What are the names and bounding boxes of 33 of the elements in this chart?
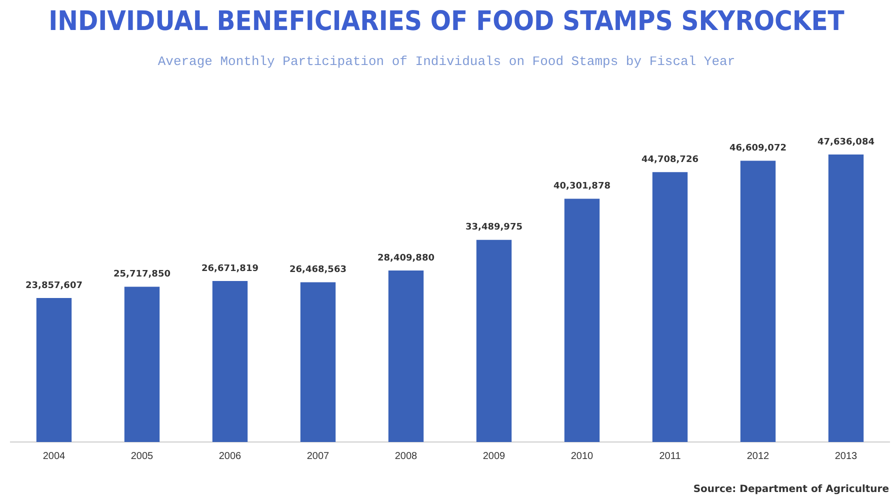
bar [828,154,864,442]
bar [124,286,160,442]
data-label: 46,609,072 [730,144,786,154]
chart-subtitle: Average Monthly Participation of Individuals on Food Stamps by Fiscal Year [156,54,736,69]
bar [740,160,776,442]
x-tick-label: 2005 [130,450,154,462]
data-label: 23,857,607 [26,280,82,291]
x-tick-label: 2010 [570,450,594,462]
data-label: 33,489,975 [466,222,522,233]
bar [476,240,512,442]
bar [652,172,688,442]
bar [388,270,424,442]
x-tick-label: 2013 [834,450,858,462]
data-label: 26,468,563 [290,265,346,276]
data-label: 44,708,726 [642,155,698,166]
x-tick-label: 2008 [394,450,418,462]
bar [564,198,600,442]
data-label: 26,671,819 [202,264,258,274]
bar [300,282,336,442]
bar [212,281,248,442]
data-label: 25,717,850 [114,270,170,280]
bar [36,298,72,442]
chart-title: INDIVIDUAL BENEFICIARIES OF FOOD STAMPS SKYROCKET [48,6,846,37]
source-note: Source: Department of Agriculture [693,484,889,495]
x-tick-label: 2012 [746,450,770,462]
data-label: 47,636,084 [818,137,874,148]
x-tick-label: 2007 [306,450,330,462]
x-tick-label: 2006 [218,450,242,462]
x-tick-label: 2004 [42,450,66,462]
x-tick-label: 2009 [482,450,506,462]
data-label: 28,409,880 [378,253,434,264]
data-label: 40,301,878 [554,182,610,192]
x-tick-label: 2011 [659,450,682,462]
